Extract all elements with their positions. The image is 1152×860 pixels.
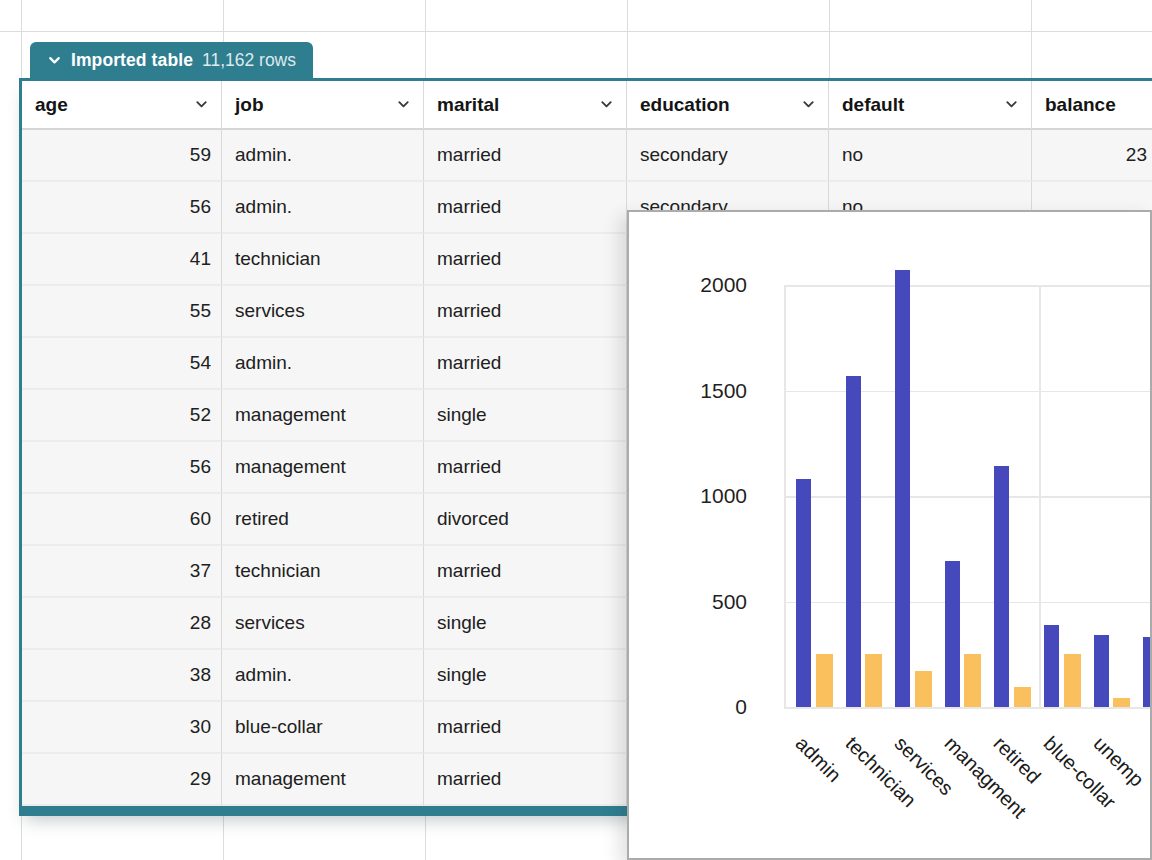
table-name-label: Imported table bbox=[71, 50, 193, 71]
table-cell[interactable]: management bbox=[222, 442, 424, 494]
table-cell[interactable]: admin. bbox=[222, 182, 424, 234]
chevron-down-icon[interactable] bbox=[194, 97, 209, 112]
table-cell[interactable]: married bbox=[424, 546, 627, 598]
chart-panel[interactable]: 0500100015002000admintechnicianservicesm… bbox=[627, 210, 1152, 860]
table-cell[interactable]: secondary bbox=[627, 130, 829, 182]
bar-blue bbox=[994, 466, 1009, 707]
y-axis-tick-label: 500 bbox=[629, 589, 747, 615]
column-header-label: education bbox=[640, 94, 730, 116]
table-cell[interactable]: married bbox=[424, 130, 627, 182]
column-header-age[interactable]: age bbox=[22, 81, 222, 130]
column-header-balance[interactable]: balance bbox=[1032, 81, 1152, 130]
chart-gridline-h bbox=[784, 707, 1152, 709]
bar-orange bbox=[1014, 687, 1031, 707]
table-cell[interactable]: 38 bbox=[22, 650, 222, 702]
column-header-job[interactable]: job bbox=[222, 81, 424, 130]
table-cell[interactable]: admin. bbox=[222, 338, 424, 390]
table-cell[interactable]: admin. bbox=[222, 130, 424, 182]
table-name-badge[interactable]: Imported table 11,162 rows bbox=[30, 42, 313, 79]
table-cell[interactable]: married bbox=[424, 338, 627, 390]
column-header-label: balance bbox=[1045, 94, 1116, 116]
chevron-down-icon[interactable] bbox=[396, 97, 411, 112]
table-cell[interactable]: retired bbox=[222, 494, 424, 546]
column-header-label: age bbox=[35, 94, 68, 116]
chevron-down-icon[interactable] bbox=[599, 97, 614, 112]
table-cell[interactable]: married bbox=[424, 754, 627, 806]
table-cell[interactable]: 56 bbox=[22, 442, 222, 494]
table-cell[interactable]: divorced bbox=[424, 494, 627, 546]
table-row-count: 11,162 rows bbox=[202, 50, 296, 71]
table-cell[interactable]: blue-collar bbox=[222, 702, 424, 754]
table-cell[interactable]: management bbox=[222, 754, 424, 806]
table-cell[interactable]: single bbox=[424, 650, 627, 702]
table-cell[interactable]: married bbox=[424, 234, 627, 286]
chevron-down-icon[interactable] bbox=[1004, 97, 1019, 112]
bar-orange bbox=[964, 654, 981, 707]
table-cell[interactable]: 29 bbox=[22, 754, 222, 806]
table-cell[interactable]: 59 bbox=[22, 130, 222, 182]
column-header-default[interactable]: default bbox=[829, 81, 1032, 130]
bar-blue bbox=[796, 479, 811, 707]
chart-gridline-v bbox=[1039, 285, 1041, 707]
table-cell[interactable]: admin. bbox=[222, 650, 424, 702]
table-cell[interactable]: 30 bbox=[22, 702, 222, 754]
table-cell[interactable]: 55 bbox=[22, 286, 222, 338]
table-cell[interactable]: single bbox=[424, 390, 627, 442]
chart-gridline-h bbox=[784, 496, 1152, 498]
y-axis-tick-label: 1500 bbox=[629, 378, 747, 404]
table-cell[interactable]: technician bbox=[222, 234, 424, 286]
table-cell[interactable]: services bbox=[222, 598, 424, 650]
table-row: 59admin.marriedsecondaryno23 bbox=[22, 130, 1152, 182]
bar-blue bbox=[1143, 637, 1152, 707]
x-axis-tick-label: admin bbox=[791, 732, 846, 787]
table-cell[interactable]: no bbox=[829, 130, 1032, 182]
bar-blue bbox=[945, 561, 960, 707]
table-cell[interactable]: 37 bbox=[22, 546, 222, 598]
table-cell[interactable]: married bbox=[424, 702, 627, 754]
chart-gridline-h bbox=[784, 285, 1152, 287]
chart-gridline-h bbox=[784, 391, 1152, 393]
column-header-education[interactable]: education bbox=[627, 81, 829, 130]
table-cell[interactable]: 56 bbox=[22, 182, 222, 234]
bar-blue bbox=[846, 376, 861, 707]
table-cell[interactable]: 60 bbox=[22, 494, 222, 546]
grid-row-line bbox=[0, 31, 1152, 32]
bar-orange bbox=[1113, 698, 1130, 707]
bar-orange bbox=[816, 654, 833, 707]
y-axis-tick-label: 2000 bbox=[629, 272, 747, 298]
column-header-label: marital bbox=[437, 94, 499, 116]
bar-blue bbox=[1094, 635, 1109, 707]
table-cell[interactable]: married bbox=[424, 182, 627, 234]
chart-gridline-v bbox=[784, 285, 786, 707]
table-header-row: age job marital education default balanc… bbox=[22, 81, 1152, 130]
table-cell[interactable]: married bbox=[424, 286, 627, 338]
chevron-down-icon[interactable] bbox=[47, 53, 62, 68]
bar-blue bbox=[895, 270, 910, 707]
y-axis-tick-label: 0 bbox=[629, 694, 747, 720]
spreadsheet-canvas[interactable]: { "table_badge": { "label": "Imported ta… bbox=[0, 0, 1152, 860]
bar-blue bbox=[1044, 625, 1059, 707]
table-cell[interactable]: 54 bbox=[22, 338, 222, 390]
chevron-down-icon[interactable] bbox=[801, 97, 816, 112]
column-header-marital[interactable]: marital bbox=[424, 81, 627, 130]
chart-gridline-h bbox=[784, 602, 1152, 604]
table-cell[interactable]: 28 bbox=[22, 598, 222, 650]
column-header-label: job bbox=[235, 94, 264, 116]
table-cell[interactable]: married bbox=[424, 442, 627, 494]
table-cell[interactable]: 23 bbox=[1032, 130, 1152, 182]
column-header-label: default bbox=[842, 94, 904, 116]
table-cell[interactable]: services bbox=[222, 286, 424, 338]
y-axis-tick-label: 1000 bbox=[629, 483, 747, 509]
table-cell[interactable]: management bbox=[222, 390, 424, 442]
bar-orange bbox=[915, 671, 932, 707]
table-cell[interactable]: technician bbox=[222, 546, 424, 598]
table-cell[interactable]: 52 bbox=[22, 390, 222, 442]
table-cell[interactable]: single bbox=[424, 598, 627, 650]
bar-orange bbox=[1064, 654, 1081, 707]
table-cell[interactable]: 41 bbox=[22, 234, 222, 286]
bar-orange bbox=[865, 654, 882, 707]
